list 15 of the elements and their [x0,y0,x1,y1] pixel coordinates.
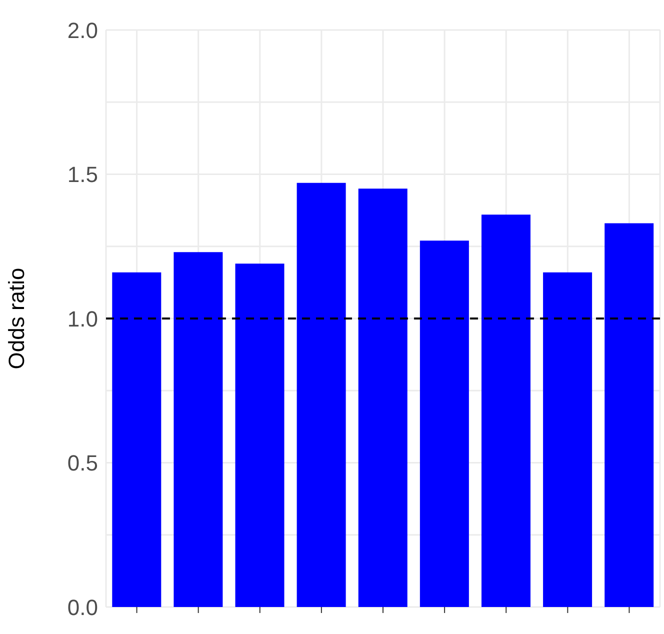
y-tick-label: 2.0 [67,18,98,43]
y-axis-title: Odds ratio [4,268,29,370]
bar [543,272,592,607]
bar [358,188,408,607]
y-tick-label: 1.0 [67,306,98,332]
y-tick-label: 0.0 [67,594,98,620]
y-tick-label: 1.5 [67,162,98,188]
bar [296,182,346,607]
bar [112,272,162,607]
bar [481,214,530,607]
y-tick-label: 0.5 [67,450,98,476]
bar [235,264,284,607]
bar [174,252,223,607]
bar [604,223,654,607]
bar [420,240,469,607]
